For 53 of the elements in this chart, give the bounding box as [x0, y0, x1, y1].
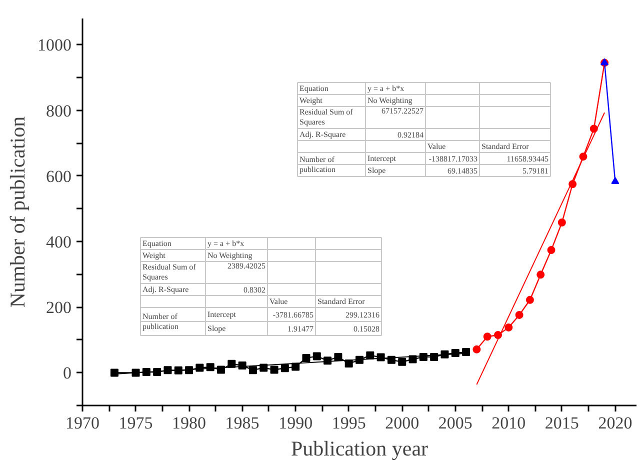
annotation: Equation	[142, 239, 172, 248]
y-tick-label: 0	[63, 364, 72, 383]
x-tick-label: 1990	[278, 414, 313, 432]
annotation: 0.8302	[244, 286, 266, 294]
annotation: y = a + b*x	[368, 84, 404, 93]
annotation: 1.91477	[288, 324, 314, 334]
x-tick-label: 1985	[225, 414, 260, 432]
x-tick-label: 2020	[598, 414, 632, 432]
annotation: Slope	[368, 166, 386, 175]
x-tick-label: 2005	[438, 414, 472, 432]
annotation: 67157.22527	[382, 106, 424, 116]
x-tick-label: 1980	[172, 414, 206, 432]
annotation: Number of publication	[142, 312, 178, 331]
annotation: No Weighting	[368, 96, 412, 105]
x-tick-label: 1970	[66, 414, 100, 432]
annotation: Equation	[300, 84, 328, 93]
annotation: 0.15028	[354, 324, 380, 334]
annotation: Residual Sum of Squares	[142, 262, 196, 282]
x-tick-label: 2015	[544, 414, 579, 432]
annotation: Value	[270, 297, 288, 306]
y-tick-label: 600	[46, 166, 72, 186]
x-tick-label: 1995	[332, 414, 366, 432]
annotation: y = a + b*x	[208, 239, 244, 248]
annotation: 0.92184	[398, 130, 424, 140]
x-tick-label: 2000	[385, 414, 420, 432]
y-tick-label: 400	[46, 232, 72, 252]
annotation: Standard Error	[482, 142, 530, 151]
annotation: Intercept	[368, 154, 397, 163]
annotation: Adj. R-Square	[142, 285, 190, 294]
annotation: Slope	[208, 324, 226, 333]
annotation: 11658.93445	[506, 154, 548, 164]
annotation: -138817.17033	[428, 154, 478, 164]
y-tick-label: 800	[46, 101, 72, 120]
text: Number of publication	[6, 116, 30, 308]
annotation: Intercept	[208, 310, 237, 319]
annotation: Adj. R-Square	[300, 130, 346, 139]
annotation: No Weighting	[208, 251, 252, 260]
x-tick-label: 2010	[492, 414, 526, 432]
annotation: Value	[428, 142, 446, 151]
x-tick-label: 1975	[118, 414, 153, 432]
y-tick-label: 200	[46, 298, 72, 318]
annotation: Weight	[300, 96, 324, 105]
annotation: Weight	[142, 251, 166, 260]
annotation: Standard Error	[318, 297, 366, 306]
annotation: -3781.66785	[272, 310, 314, 320]
y-tick-label: 1000	[38, 36, 72, 55]
x-axis-title: Publication year	[290, 436, 428, 460]
annotation: 5.79181	[522, 166, 548, 176]
annotation: 69.14835	[448, 166, 478, 176]
annotation: 2389.42025	[228, 262, 266, 270]
y-axis-title: Number of publication	[300, 155, 336, 174]
annotation: 299.12316	[346, 310, 380, 320]
annotation: Residual Sum of Squares	[300, 108, 354, 126]
